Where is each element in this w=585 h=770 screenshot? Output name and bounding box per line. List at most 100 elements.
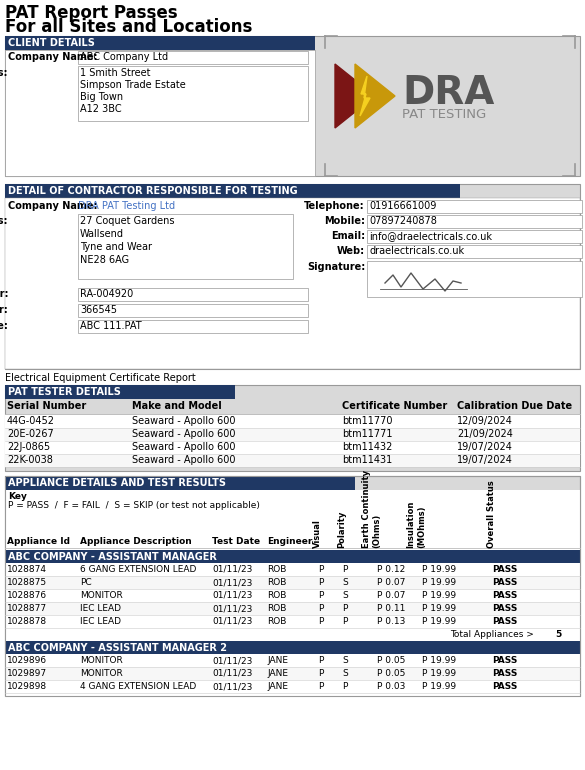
Text: info@draelectricals.co.uk: info@draelectricals.co.uk bbox=[369, 231, 492, 241]
Text: PASS: PASS bbox=[492, 604, 517, 613]
Text: 01/11/23: 01/11/23 bbox=[212, 604, 252, 613]
Bar bbox=[367, 215, 582, 228]
Text: P 0.13: P 0.13 bbox=[377, 617, 405, 626]
Text: 1029897: 1029897 bbox=[7, 669, 47, 678]
Text: P 19.99: P 19.99 bbox=[422, 656, 456, 665]
Bar bbox=[5, 490, 580, 710]
Text: Engineer: Engineer bbox=[267, 537, 312, 546]
Text: MONITOR: MONITOR bbox=[80, 669, 123, 678]
Text: Polarity: Polarity bbox=[337, 511, 346, 548]
Text: MONITOR: MONITOR bbox=[80, 656, 123, 665]
Text: 19/07/2024: 19/07/2024 bbox=[457, 442, 513, 452]
Text: PASS: PASS bbox=[492, 591, 517, 600]
Text: Earth Continuity
(Ohms): Earth Continuity (Ohms) bbox=[362, 470, 381, 548]
Bar bbox=[5, 667, 580, 680]
Bar bbox=[5, 36, 580, 176]
Text: 01916661009: 01916661009 bbox=[369, 201, 436, 211]
Polygon shape bbox=[360, 76, 370, 116]
Text: For all Sites and Locations: For all Sites and Locations bbox=[5, 18, 252, 36]
Text: Make and Model: Make and Model bbox=[132, 401, 222, 411]
Text: 01/11/23: 01/11/23 bbox=[212, 565, 252, 574]
Text: P 19.99: P 19.99 bbox=[422, 578, 456, 587]
Text: 1029898: 1029898 bbox=[7, 682, 47, 691]
Text: APPLIANCE DETAILS AND TEST RESULTS: APPLIANCE DETAILS AND TEST RESULTS bbox=[8, 478, 226, 488]
Bar bbox=[5, 385, 235, 399]
Text: 22J-0865: 22J-0865 bbox=[7, 442, 50, 452]
Text: PC: PC bbox=[80, 578, 92, 587]
Text: P: P bbox=[318, 682, 324, 691]
Text: Company Name:: Company Name: bbox=[8, 52, 98, 62]
Text: CLIENT DETAILS: CLIENT DETAILS bbox=[8, 38, 95, 48]
Bar bbox=[367, 245, 582, 258]
Bar bbox=[5, 476, 580, 696]
Text: MONITOR: MONITOR bbox=[80, 591, 123, 600]
Text: NE28 6AG: NE28 6AG bbox=[80, 255, 129, 265]
Bar bbox=[5, 428, 580, 441]
Text: P 0.07: P 0.07 bbox=[377, 591, 405, 600]
Bar bbox=[78, 214, 293, 279]
Text: Mobile:: Mobile: bbox=[324, 216, 365, 226]
Text: 1028874: 1028874 bbox=[7, 565, 47, 574]
Text: 1028876: 1028876 bbox=[7, 591, 47, 600]
Text: P 19.99: P 19.99 bbox=[422, 565, 456, 574]
Text: Certificate Number: Certificate Number bbox=[342, 401, 448, 411]
Bar bbox=[5, 385, 580, 471]
Text: DRA PAT Testing Ltd: DRA PAT Testing Ltd bbox=[78, 201, 175, 211]
Bar bbox=[5, 602, 580, 615]
Text: Seaward - Apollo 600: Seaward - Apollo 600 bbox=[132, 455, 236, 465]
Bar bbox=[78, 304, 308, 317]
Text: Telephone:: Telephone: bbox=[304, 201, 365, 211]
Text: JANE: JANE bbox=[267, 669, 288, 678]
Text: DETAIL OF CONTRACTOR RESPONSIBLE FOR TESTING: DETAIL OF CONTRACTOR RESPONSIBLE FOR TES… bbox=[8, 186, 298, 196]
Text: Simpson Trade Estate: Simpson Trade Estate bbox=[80, 80, 186, 90]
Text: 22K-0038: 22K-0038 bbox=[7, 455, 53, 465]
Text: btm11432: btm11432 bbox=[342, 442, 393, 452]
Text: ROB: ROB bbox=[267, 604, 287, 613]
Text: P 19.99: P 19.99 bbox=[422, 591, 456, 600]
Text: 20E-0267: 20E-0267 bbox=[7, 429, 54, 439]
Text: Seaward - Apollo 600: Seaward - Apollo 600 bbox=[132, 429, 236, 439]
Text: P 0.05: P 0.05 bbox=[377, 656, 405, 665]
Text: Visual: Visual bbox=[313, 519, 322, 548]
Text: P: P bbox=[342, 682, 347, 691]
Text: Appliance Description: Appliance Description bbox=[80, 537, 192, 546]
Text: 1029896: 1029896 bbox=[7, 656, 47, 665]
Bar bbox=[5, 680, 580, 693]
Text: P 19.99: P 19.99 bbox=[422, 669, 456, 678]
Text: 5: 5 bbox=[555, 630, 561, 639]
Text: P: P bbox=[342, 617, 347, 626]
Text: P: P bbox=[318, 578, 324, 587]
Text: Appliance Id: Appliance Id bbox=[7, 537, 70, 546]
Text: Seaward - Apollo 600: Seaward - Apollo 600 bbox=[132, 416, 236, 426]
Bar bbox=[5, 184, 460, 198]
Bar bbox=[5, 441, 580, 454]
Text: ABC 111.PAT: ABC 111.PAT bbox=[80, 321, 142, 331]
Text: Order Number:: Order Number: bbox=[0, 305, 8, 315]
Bar bbox=[5, 476, 355, 490]
Text: ABC Company Ltd: ABC Company Ltd bbox=[80, 52, 168, 62]
Bar bbox=[5, 615, 580, 628]
Text: ROB: ROB bbox=[267, 565, 287, 574]
Text: btm11431: btm11431 bbox=[342, 455, 393, 465]
Text: DRA: DRA bbox=[402, 74, 494, 112]
Bar bbox=[78, 51, 308, 64]
Text: P 0.05: P 0.05 bbox=[377, 669, 405, 678]
Text: P: P bbox=[318, 617, 324, 626]
Text: File Name:: File Name: bbox=[0, 321, 8, 331]
Text: btm11770: btm11770 bbox=[342, 416, 393, 426]
Text: IEC LEAD: IEC LEAD bbox=[80, 604, 121, 613]
Text: P 19.99: P 19.99 bbox=[422, 682, 456, 691]
Text: Cert Number:: Cert Number: bbox=[0, 289, 8, 299]
Text: 07897240878: 07897240878 bbox=[369, 216, 437, 226]
Text: Calibration Due Date: Calibration Due Date bbox=[457, 401, 572, 411]
Text: Key: Key bbox=[8, 492, 27, 501]
Text: 01/11/23: 01/11/23 bbox=[212, 682, 252, 691]
Text: A12 3BC: A12 3BC bbox=[80, 104, 122, 114]
Text: P 19.99: P 19.99 bbox=[422, 604, 456, 613]
Text: Overall Status: Overall Status bbox=[487, 480, 496, 548]
Text: 1028877: 1028877 bbox=[7, 604, 47, 613]
Text: Wallsend: Wallsend bbox=[80, 229, 124, 239]
Bar bbox=[78, 288, 308, 301]
Text: 01/11/23: 01/11/23 bbox=[212, 578, 252, 587]
Text: P: P bbox=[342, 565, 347, 574]
